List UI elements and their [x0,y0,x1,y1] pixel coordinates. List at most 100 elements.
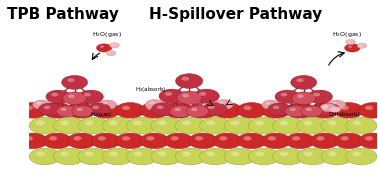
Circle shape [321,117,353,134]
Circle shape [56,106,77,117]
Circle shape [109,152,118,156]
Text: H$_2$O(gas): H$_2$O(gas) [92,30,122,39]
Circle shape [19,102,48,118]
Circle shape [231,121,240,125]
Circle shape [181,77,189,81]
Circle shape [108,52,111,53]
Circle shape [359,133,378,149]
Circle shape [140,102,169,118]
Circle shape [286,133,315,149]
Circle shape [255,152,264,156]
Circle shape [19,133,48,149]
Circle shape [193,89,219,103]
Circle shape [158,152,167,156]
Circle shape [328,121,337,125]
Circle shape [60,121,69,125]
Circle shape [266,102,271,105]
Circle shape [275,90,300,103]
Circle shape [177,91,201,104]
Circle shape [36,152,45,156]
Circle shape [164,102,193,118]
Text: H-Spillover Pathway: H-Spillover Pathway [149,7,323,22]
Circle shape [200,148,231,165]
Circle shape [313,93,320,96]
Circle shape [345,44,360,52]
Circle shape [224,117,255,134]
Circle shape [170,136,179,141]
Circle shape [292,136,300,141]
Circle shape [285,106,306,117]
Circle shape [77,108,83,111]
Circle shape [175,117,206,134]
Circle shape [273,148,304,165]
Circle shape [357,43,367,48]
Circle shape [189,133,218,149]
Circle shape [332,102,337,105]
Circle shape [243,136,252,141]
Circle shape [321,148,353,165]
Circle shape [248,117,280,134]
Circle shape [365,136,373,141]
Circle shape [112,44,115,45]
Circle shape [189,102,218,118]
Circle shape [255,121,264,125]
Circle shape [182,121,191,125]
Circle shape [304,152,313,156]
Circle shape [237,133,266,149]
Circle shape [334,133,363,149]
Circle shape [102,148,133,165]
Circle shape [92,106,99,109]
Circle shape [157,105,164,109]
Circle shape [46,90,71,103]
Circle shape [182,94,189,97]
Circle shape [310,133,339,149]
Circle shape [306,108,312,111]
Circle shape [67,133,96,149]
Circle shape [348,46,352,48]
Circle shape [158,121,167,125]
Circle shape [165,92,172,96]
Circle shape [36,121,45,125]
Circle shape [54,148,85,165]
Circle shape [91,102,121,118]
Circle shape [110,43,119,48]
Circle shape [61,108,67,111]
Circle shape [78,117,109,134]
Circle shape [280,152,288,156]
Circle shape [215,102,226,108]
Circle shape [170,106,179,110]
Circle shape [146,106,155,110]
Circle shape [248,148,280,165]
Circle shape [208,105,219,111]
Circle shape [122,106,130,110]
Circle shape [195,136,203,141]
Circle shape [103,102,108,105]
Circle shape [268,136,276,141]
Circle shape [29,117,60,134]
Circle shape [127,148,158,165]
Circle shape [191,108,198,111]
Circle shape [149,101,155,104]
Circle shape [98,136,106,141]
Circle shape [101,105,104,106]
Circle shape [54,117,85,134]
Circle shape [346,148,377,165]
Circle shape [85,121,93,125]
Circle shape [219,106,227,110]
Circle shape [68,94,74,98]
Circle shape [127,117,158,134]
Circle shape [73,136,82,141]
Circle shape [210,106,214,107]
Circle shape [96,44,112,52]
Circle shape [334,102,363,118]
Circle shape [301,106,322,117]
Circle shape [98,106,106,110]
Circle shape [43,133,72,149]
Circle shape [93,102,97,105]
Circle shape [151,148,182,165]
Circle shape [133,152,142,156]
Circle shape [224,148,255,165]
Circle shape [140,133,169,149]
Circle shape [332,108,335,109]
Circle shape [280,93,287,96]
